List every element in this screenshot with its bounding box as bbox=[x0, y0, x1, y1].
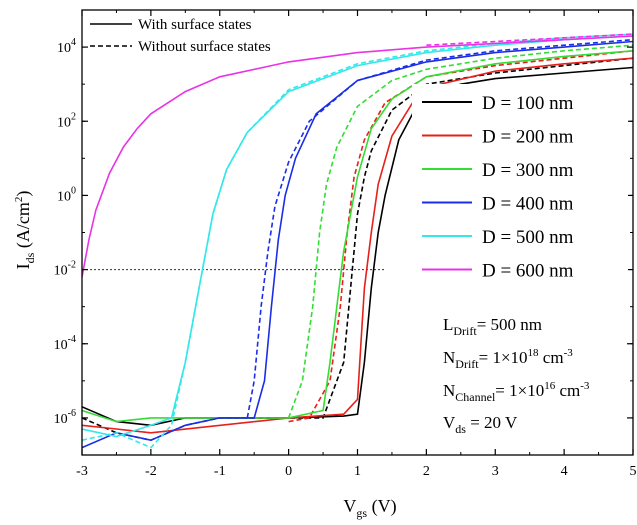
legend-background bbox=[412, 84, 628, 286]
y-tick-label: 100 bbox=[57, 185, 76, 204]
device-parameter: Vds = 20 V bbox=[443, 413, 518, 436]
series-3-dashed-line bbox=[287, 44, 633, 419]
series-5-solid-line bbox=[82, 35, 633, 438]
device-parameter: NChannel= 1×1016 cm-3 bbox=[443, 380, 590, 404]
legend-label: D = 600 nm bbox=[482, 261, 574, 282]
style-legend-label: With surface states bbox=[138, 17, 252, 33]
series-3-solid-line bbox=[82, 50, 633, 423]
legend: D = 100 nm D = 200 nm D = 300 nm D = 400 nm… bbox=[412, 84, 628, 286]
x-axis-title: Vgs (V) bbox=[343, 496, 396, 520]
x-tick-label: 2 bbox=[423, 464, 430, 479]
series-4-dashed-line bbox=[246, 38, 633, 419]
y-tick-label: 104 bbox=[57, 37, 76, 56]
legend-label: D = 400 nm bbox=[482, 194, 574, 215]
legend-label: D = 100 nm bbox=[482, 93, 574, 114]
style-legend: With surface states Without surface state… bbox=[90, 17, 271, 55]
y-tick-label: 102 bbox=[57, 111, 76, 130]
y-axis-title: Ids (A/cm2) bbox=[13, 191, 37, 270]
axes: -3 -2 -1 0 1 2 3 4 5 10-6 10-4 10-2 100 102 104 bbox=[54, 9, 637, 479]
x-tick-label: -3 bbox=[76, 464, 88, 479]
series-6-dashed-line bbox=[426, 33, 633, 46]
device-parameter: LDrift= 500 nm bbox=[443, 315, 542, 338]
series-4-solid-line bbox=[82, 40, 633, 449]
y-tick-label: 10-2 bbox=[54, 260, 76, 279]
x-tick-label: -2 bbox=[145, 464, 157, 479]
y-tick-label: 10-4 bbox=[54, 334, 76, 353]
style-legend-label: Without surface states bbox=[138, 39, 271, 55]
x-tick-label: 4 bbox=[561, 464, 568, 479]
x-tick-label: 1 bbox=[354, 464, 361, 479]
series-2-solid-line bbox=[82, 57, 633, 434]
series-6-solid-line bbox=[82, 35, 633, 278]
legend-label: D = 500 nm bbox=[482, 227, 574, 248]
legend-label: D = 200 nm bbox=[482, 127, 574, 148]
x-tick-label: 0 bbox=[285, 464, 292, 479]
device-parameters: LDrift= 500 nm NDrift= 1×1018 cm-3 NChanne… bbox=[443, 315, 590, 436]
legend-label: D = 300 nm bbox=[482, 160, 574, 181]
x-tick-label: 3 bbox=[492, 464, 499, 479]
device-parameter: NDrift= 1×1018 cm-3 bbox=[443, 347, 573, 371]
x-tick-label: 5 bbox=[630, 464, 637, 479]
x-tick-label: -1 bbox=[214, 464, 226, 479]
y-tick-label: 10-6 bbox=[54, 408, 76, 427]
